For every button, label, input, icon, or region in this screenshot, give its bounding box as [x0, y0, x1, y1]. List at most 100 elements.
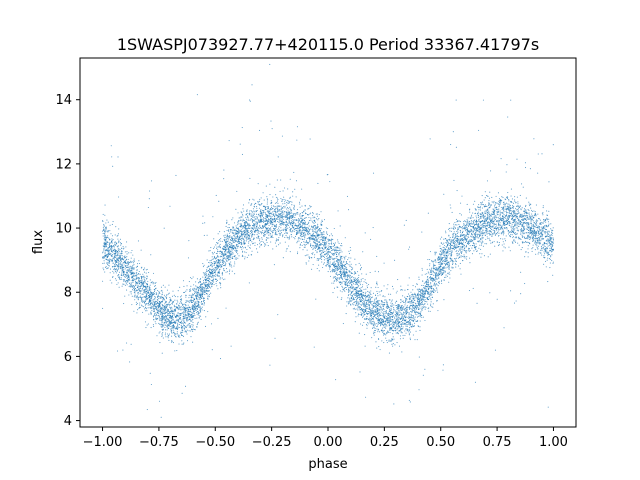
data-point — [142, 273, 144, 275]
data-point — [453, 231, 455, 233]
data-point — [419, 320, 421, 322]
data-point — [435, 280, 437, 282]
data-point — [347, 274, 349, 276]
data-point — [250, 218, 253, 220]
data-point — [493, 229, 495, 232]
data-point — [381, 327, 384, 329]
data-point — [401, 314, 403, 316]
data-point — [143, 296, 145, 298]
data-point — [361, 286, 364, 288]
data-point — [323, 233, 325, 235]
data-point — [317, 241, 319, 243]
data-point — [526, 229, 528, 231]
data-point — [248, 241, 250, 243]
data-point — [146, 310, 148, 312]
data-point — [362, 294, 364, 296]
data-point — [141, 301, 143, 303]
data-point — [408, 277, 410, 279]
data-point — [417, 294, 419, 296]
data-point — [291, 201, 293, 203]
data-point — [449, 230, 451, 232]
data-point — [300, 236, 302, 238]
data-point — [298, 201, 301, 203]
data-point — [283, 216, 285, 218]
data-point — [463, 221, 465, 223]
data-point — [436, 278, 438, 280]
data-point — [463, 256, 465, 258]
data-point — [480, 256, 482, 258]
data-point — [296, 126, 299, 128]
data-point — [171, 308, 173, 310]
data-point — [192, 312, 194, 314]
data-point — [337, 239, 339, 241]
data-point — [374, 299, 376, 301]
data-point — [543, 255, 545, 257]
data-point — [157, 289, 159, 292]
data-point — [366, 285, 368, 287]
data-point — [552, 241, 554, 243]
data-point — [316, 252, 318, 254]
data-point — [246, 231, 248, 233]
data-point — [455, 146, 457, 148]
data-point — [349, 289, 351, 291]
data-point — [345, 283, 347, 285]
data-point — [551, 260, 553, 262]
data-point — [365, 288, 367, 290]
data-point — [469, 250, 471, 252]
data-point — [388, 313, 390, 315]
data-point — [492, 229, 494, 231]
data-point — [422, 287, 425, 289]
data-point — [529, 226, 531, 228]
data-point — [490, 221, 492, 223]
data-point — [160, 325, 162, 327]
data-point — [368, 319, 370, 321]
data-point — [308, 220, 311, 222]
data-point — [204, 294, 206, 296]
data-point — [346, 271, 348, 273]
data-point — [129, 361, 131, 363]
data-point — [497, 227, 499, 229]
data-point — [321, 234, 323, 236]
data-point — [298, 220, 300, 222]
data-point — [438, 283, 440, 285]
data-point — [168, 339, 170, 342]
data-point — [253, 228, 255, 230]
data-point — [499, 214, 501, 216]
data-point — [503, 213, 505, 216]
data-point — [171, 295, 174, 297]
data-point — [207, 270, 209, 272]
data-point — [351, 299, 353, 301]
data-point — [311, 257, 313, 259]
data-point — [525, 231, 527, 234]
data-point — [396, 314, 398, 316]
data-point — [464, 255, 466, 258]
data-point — [188, 326, 190, 328]
data-point — [528, 209, 530, 212]
data-point — [272, 231, 274, 234]
data-point — [418, 293, 420, 295]
data-point — [218, 245, 220, 247]
data-point — [188, 280, 190, 283]
data-point — [241, 212, 243, 214]
data-point — [382, 334, 385, 336]
data-point — [333, 282, 335, 284]
data-point — [444, 270, 446, 272]
data-point — [334, 250, 336, 252]
data-point — [314, 221, 317, 223]
data-point — [299, 206, 301, 208]
data-point — [286, 222, 288, 224]
data-point — [323, 240, 325, 242]
data-point — [133, 258, 135, 260]
data-point — [115, 267, 117, 270]
data-point — [149, 190, 151, 192]
data-point — [237, 253, 239, 255]
data-point — [244, 223, 246, 225]
data-point — [196, 303, 198, 305]
data-point — [259, 225, 261, 227]
data-point — [429, 270, 432, 272]
data-point — [464, 241, 466, 244]
data-point — [180, 300, 182, 302]
data-point — [150, 327, 152, 329]
data-point — [102, 307, 104, 309]
data-point — [396, 323, 398, 325]
